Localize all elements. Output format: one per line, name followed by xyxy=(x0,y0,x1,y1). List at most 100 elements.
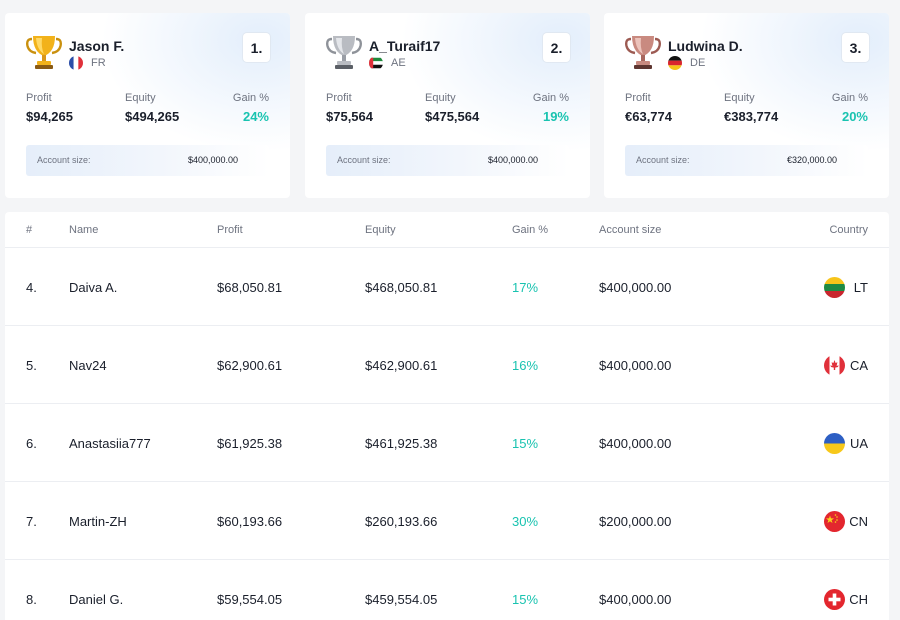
table-row[interactable]: 8. Daniel G. $59,554.05 $459,554.05 15% … xyxy=(5,560,889,620)
name-cell: Daiva A. xyxy=(69,280,118,295)
table-row[interactable]: 4. Daiva A. $68,050.81 $468,050.81 17% $… xyxy=(5,248,889,326)
equity-cell: $461,925.38 xyxy=(365,436,438,451)
profit-cell: $60,193.66 xyxy=(217,514,283,529)
rank-badge: 3. xyxy=(842,33,869,62)
account-size-label: Account size: xyxy=(337,155,391,165)
account-size-label: Account size: xyxy=(636,155,690,165)
equity-value: €383,774 xyxy=(724,109,779,124)
header-gain: Gain % xyxy=(512,224,549,236)
gain-cell: 17% xyxy=(512,280,539,295)
podium: Jason F. FR 1. Profit $94,265 Equity $49… xyxy=(5,13,889,198)
leaderboard-table: # Name Profit Equity Gain % Account size… xyxy=(5,212,889,620)
profit-label: Profit xyxy=(326,92,352,104)
equity-label: Equity xyxy=(125,92,156,104)
trader-name: A_Turaif17 xyxy=(369,38,441,54)
gain-cell: 30% xyxy=(512,514,539,529)
ukraine-flag-icon xyxy=(824,433,845,454)
header-profit: Profit xyxy=(217,224,243,236)
profit-label: Profit xyxy=(26,92,52,104)
header-country: Country xyxy=(829,224,868,236)
header-rank: # xyxy=(26,224,33,236)
rank-cell: 4. xyxy=(26,280,37,295)
account-size-bar: Account size: $400,000.00 xyxy=(26,145,269,176)
name-cell: Martin-ZH xyxy=(69,514,127,529)
equity-label: Equity xyxy=(724,92,755,104)
gain-cell: 15% xyxy=(512,592,539,607)
country-code: DE xyxy=(690,57,706,69)
equity-cell: $462,900.61 xyxy=(365,358,438,373)
podium-card-third[interactable]: Ludwina D. DE 3. Profit €63,774 Equity €… xyxy=(604,13,889,198)
gain-cell: 15% xyxy=(512,436,539,451)
profit-cell: $68,050.81 xyxy=(217,280,283,295)
account-size-cell: $200,000.00 xyxy=(599,514,672,529)
gain-label: Gain % xyxy=(831,92,868,104)
gain-label: Gain % xyxy=(532,92,569,104)
country-code: FR xyxy=(91,57,106,69)
rank-cell: 6. xyxy=(26,436,37,451)
profit-label: Profit xyxy=(625,92,651,104)
account-size-cell: $400,000.00 xyxy=(599,358,672,373)
podium-card-second[interactable]: A_Turaif17 AE 2. Profit $75,564 Equity $… xyxy=(305,13,590,198)
profit-value: $75,564 xyxy=(326,109,373,124)
table-row[interactable]: 7. Martin-ZH $60,193.66 $260,193.66 30% … xyxy=(5,482,889,560)
country-code-cell: CN xyxy=(849,514,868,529)
switzerland-flag-icon xyxy=(824,589,845,610)
account-size-value: $400,000.00 xyxy=(487,155,538,165)
profit-cell: $59,554.05 xyxy=(217,592,283,607)
profit-value: €63,774 xyxy=(625,109,672,124)
germany-flag-icon xyxy=(668,56,682,70)
profit-value: $94,265 xyxy=(26,109,73,124)
equity-cell: $459,554.05 xyxy=(365,592,438,607)
profit-cell: $61,925.38 xyxy=(217,436,283,451)
name-cell: Nav24 xyxy=(69,358,107,373)
gain-value: 24% xyxy=(242,109,269,124)
france-flag-icon xyxy=(69,56,83,70)
equity-cell: $260,193.66 xyxy=(365,514,438,529)
gain-value: 19% xyxy=(542,109,569,124)
bronze-trophy-icon xyxy=(625,33,661,71)
account-size-value: €320,000.00 xyxy=(786,155,837,165)
trader-name: Ludwina D. xyxy=(668,38,743,54)
rank-badge: 1. xyxy=(243,33,270,62)
account-size-bar: Account size: €320,000.00 xyxy=(625,145,868,176)
account-size-bar: Account size: $400,000.00 xyxy=(326,145,569,176)
uae-flag-icon xyxy=(369,56,383,70)
equity-value: $494,265 xyxy=(125,109,180,124)
equity-cell: $468,050.81 xyxy=(365,280,438,295)
canada-flag-icon xyxy=(824,355,845,376)
account-size-cell: $400,000.00 xyxy=(599,280,672,295)
podium-card-first[interactable]: Jason F. FR 1. Profit $94,265 Equity $49… xyxy=(5,13,290,198)
header-name: Name xyxy=(69,224,99,236)
trader-name: Jason F. xyxy=(69,38,125,54)
account-size-label: Account size: xyxy=(37,155,91,165)
country-code-cell: CH xyxy=(849,592,868,607)
account-size-value: $400,000.00 xyxy=(187,155,238,165)
account-size-cell: $400,000.00 xyxy=(599,436,672,451)
name-cell: Anastasiia777 xyxy=(69,436,151,451)
lithuania-flag-icon xyxy=(824,277,845,298)
country-code-cell: CA xyxy=(849,358,868,373)
equity-value: $475,564 xyxy=(425,109,480,124)
account-size-cell: $400,000.00 xyxy=(599,592,672,607)
country-code: AE xyxy=(391,57,406,69)
profit-cell: $62,900.61 xyxy=(217,358,283,373)
equity-label: Equity xyxy=(425,92,456,104)
name-cell: Daniel G. xyxy=(69,592,124,607)
gold-trophy-icon xyxy=(26,33,62,71)
rank-cell: 8. xyxy=(26,592,37,607)
gain-value: 20% xyxy=(841,109,868,124)
table-row[interactable]: 6. Anastasiia777 $61,925.38 $461,925.38 … xyxy=(5,404,889,482)
rank-cell: 5. xyxy=(26,358,37,373)
silver-trophy-icon xyxy=(326,33,362,71)
rank-cell: 7. xyxy=(26,514,37,529)
rank-badge: 2. xyxy=(543,33,570,62)
table-row[interactable]: 5. Nav24 $62,900.61 $462,900.61 16% $400… xyxy=(5,326,889,404)
table-header: # Name Profit Equity Gain % Account size… xyxy=(5,212,889,248)
header-account-size: Account size xyxy=(599,224,662,236)
china-flag-icon xyxy=(824,511,845,532)
country-code-cell: LT xyxy=(853,280,868,295)
country-code-cell: UA xyxy=(849,436,868,451)
header-equity: Equity xyxy=(365,224,396,236)
gain-label: Gain % xyxy=(232,92,269,104)
gain-cell: 16% xyxy=(512,358,539,373)
